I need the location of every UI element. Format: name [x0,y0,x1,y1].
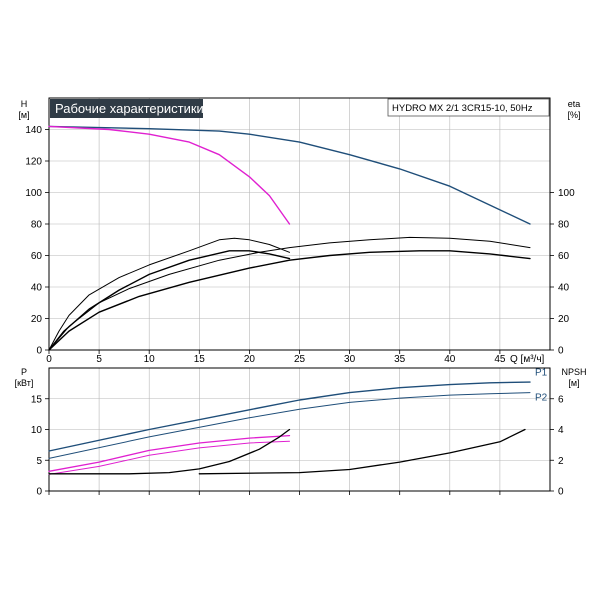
model-label: HYDRO MX 2/1 3CR15-10, 50Hz [392,103,533,114]
y-axis-label-npsh: NPSH [561,367,586,377]
lower-chart: P1 P2 0 5 10 15 0 2 4 6 P [кВт] NPSH [м] [15,367,587,498]
x-tick-label: 20 [244,354,256,365]
x-tick-label: 5 [96,354,102,365]
y-tick-label-right: 4 [558,425,564,436]
series-line-bottom-3 [48,434,291,472]
x-tick-label: 15 [194,354,206,365]
y-tick-label-left: 140 [25,125,42,136]
y-tick-label-left: 10 [31,425,43,436]
x-tick-label: 45 [494,354,506,365]
y-axis-label-p: P [21,367,27,377]
x-tick-label: 10 [144,354,156,365]
series-line-top-1 [48,125,531,225]
chart-title: Рабочие характеристики [55,101,204,116]
series-line-bottom-1 [48,381,531,452]
y-axis-label-eta: eta [568,99,581,109]
x-tick-label: 25 [294,354,306,365]
series-line-top-6 [48,250,531,351]
y-tick-label-left: 0 [36,346,42,357]
x-tick-label: 30 [344,354,356,365]
y-axis-unit-p: [кВт] [15,378,34,388]
y-tick-label-right: 80 [558,220,570,231]
y-tick-label-right: 0 [558,487,564,498]
series-line-bottom-4 [48,440,290,475]
series-line-bottom-5 [48,428,291,475]
y-tick-label-right: 100 [558,188,575,199]
y-axis-unit-eta: [%] [567,110,580,120]
x-tick-label: 0 [46,354,52,365]
y-tick-label-left: 15 [31,394,43,405]
title-banner [50,99,203,118]
model-box [387,98,550,117]
y-tick-label-left: 100 [25,188,42,199]
series-line-top-4 [48,250,291,351]
series-line-top-5 [48,236,531,351]
y-tick-label-left: 80 [31,220,43,231]
y-tick-label-right: 0 [558,346,564,357]
series-line-bottom-2 [48,392,531,459]
y-tick-label-left: 60 [31,251,43,262]
y-tick-label-left: 5 [36,456,42,467]
upper-chart: 0 20 40 60 80 100 120 140 0 20 40 60 80 100 0 5 10 15 20 25… [18,97,581,365]
series-line-top-2 [48,125,291,225]
y-tick-label-left: 40 [31,283,43,294]
x-tick-label: 35 [394,354,406,365]
x-tick-label: 40 [444,354,456,365]
curve-label-p2: P2 [535,393,548,404]
y-tick-label-right: 40 [558,283,570,294]
y-tick-label-right: 2 [558,456,564,467]
y-tick-label-left: 0 [36,487,42,498]
y-tick-label-right: 20 [558,314,570,325]
y-tick-label-right: 6 [558,394,564,405]
curve-label-p1: P1 [535,367,548,378]
y-tick-label-left: 120 [25,157,42,168]
series-line-bottom-6 [198,428,526,475]
y-axis-label-h: H [21,99,28,109]
y-axis-unit-npsh: [м] [568,378,579,388]
x-axis-label: Q [м³/ч] [510,354,545,365]
y-axis-unit-h: [м] [18,110,29,120]
y-tick-label-right: 60 [558,251,570,262]
y-tick-label-left: 20 [31,314,43,325]
series-line-top-3 [48,237,290,351]
